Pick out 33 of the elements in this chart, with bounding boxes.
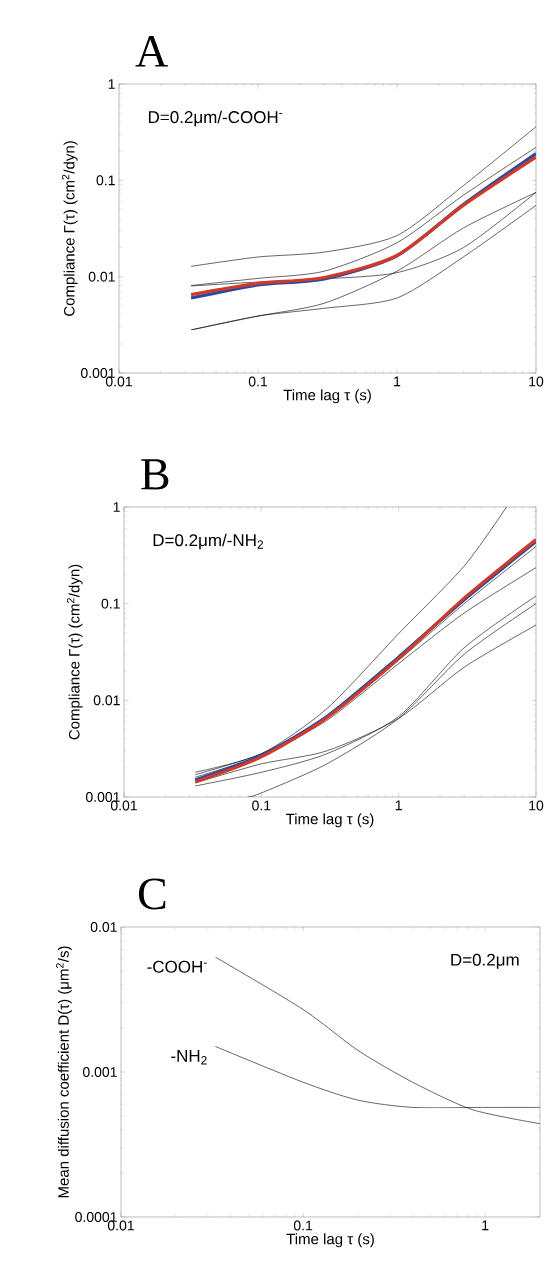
- y-axis-title: Compliance Γ(τ) (cm$^{2}$/dyn): [61, 141, 78, 316]
- y-tick-label: 0.001: [80, 368, 115, 378]
- annotation: D=0.2μm/-COOH$^{-}$: [148, 110, 283, 127]
- series-label: -COOH$^{-}$: [147, 960, 207, 973]
- x-axis-title: Time lag τ (s): [285, 813, 374, 828]
- x-axis-title: Time lag τ (s): [283, 389, 371, 404]
- annotation: D=0.2μm: [451, 953, 519, 969]
- x-tick-label: 1: [482, 1220, 489, 1231]
- x-tick-label: 0.1: [248, 376, 268, 387]
- y-tick-label: 0.1: [96, 175, 115, 186]
- chart-title: B: [141, 459, 169, 490]
- y-tick-label: 0.001: [85, 792, 120, 802]
- y-tick-label: 1: [113, 502, 120, 512]
- y-axis-title: Mean diffusion coefficient D(τ) (μm$^{2}$/s): [56, 946, 72, 1198]
- chart-title: A: [135, 36, 168, 67]
- x-tick-label: 0.1: [252, 800, 271, 811]
- x-tick-label: 10: [529, 800, 544, 811]
- x-tick-label: 10: [529, 376, 544, 387]
- chart-title: C: [138, 878, 166, 910]
- y-tick-label: 0.01: [93, 695, 120, 706]
- y-tick-label: 0.01: [88, 271, 115, 282]
- x-axis-title: Time lag τ (s): [286, 1233, 374, 1248]
- series-label: -NH$_{2}$: [171, 1050, 207, 1065]
- x-tick-label: 1: [395, 800, 402, 811]
- y-tick-label: 0.01: [90, 922, 117, 932]
- x-tick-label: 0.1: [293, 1220, 313, 1231]
- x-tick-label: 1: [394, 376, 401, 387]
- y-tick-label: 0.0001: [75, 1212, 117, 1222]
- y-tick-label: 0.1: [101, 598, 120, 609]
- y-tick-label: 0.001: [82, 1067, 117, 1077]
- y-tick-label: 1: [108, 79, 115, 89]
- y-axis-title: Compliance Γ(τ) (cm$^{2}$/dyn): [66, 564, 83, 740]
- annotation: D=0.2μm/-NH$_{2}$: [153, 533, 263, 550]
